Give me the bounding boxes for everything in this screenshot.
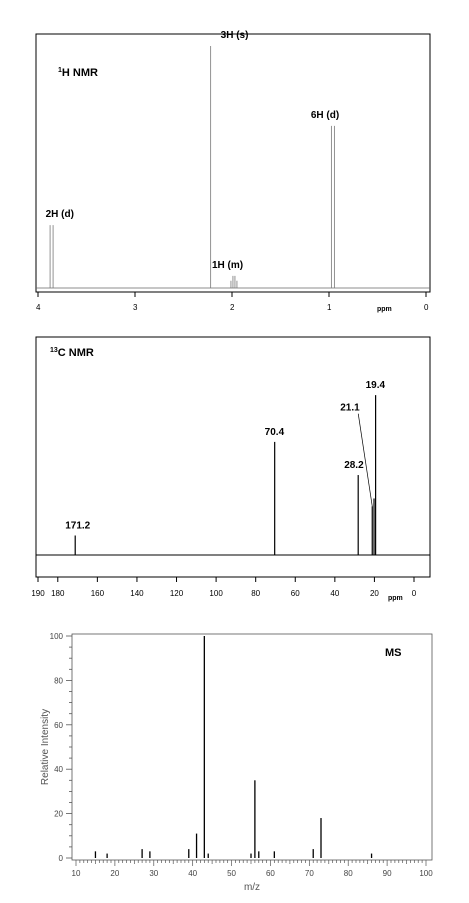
ms-peaks bbox=[94, 636, 373, 858]
c-nmr-tick-label: 60 bbox=[291, 589, 300, 598]
c-nmr-peak-label: 70.4 bbox=[265, 427, 285, 438]
ms-y-tick-label: 80 bbox=[54, 676, 63, 685]
h-nmr-axis: 4 3 2 1 0 bbox=[36, 292, 429, 312]
c-nmr-peak-label: 19.4 bbox=[366, 380, 386, 391]
h-nmr-tick-label: 1 bbox=[327, 303, 332, 312]
h-nmr-title: 1H NMR bbox=[58, 67, 98, 79]
c-nmr-frame bbox=[35, 336, 431, 578]
ms-x-tick-label: 50 bbox=[227, 869, 236, 878]
h-nmr-peak-label: 6H (d) bbox=[311, 110, 339, 121]
h-nmr-peaks: 2H (d) 3H (s) 1H (m) 6H (d) bbox=[36, 30, 430, 289]
c-nmr-ppm-label: ppm bbox=[388, 595, 403, 602]
c-nmr-tick-label: 180 bbox=[51, 589, 65, 598]
c-nmr-tick-label: 160 bbox=[91, 589, 105, 598]
c-nmr-tick-label: 80 bbox=[251, 589, 260, 598]
h-nmr-tick-label: 3 bbox=[133, 303, 138, 312]
h-nmr-ppm-label: ppm bbox=[377, 306, 392, 313]
c-nmr-tick-label: 100 bbox=[209, 589, 223, 598]
c-nmr-leader-line bbox=[357, 413, 373, 507]
c-nmr-tick-label: 140 bbox=[130, 589, 144, 598]
c-nmr-tick-label: 190 bbox=[31, 589, 45, 598]
c-nmr-peaks: 171.2 70.4 28.2 21.1 19.4 bbox=[65, 380, 386, 555]
ms-x-tick-label: 40 bbox=[188, 869, 197, 878]
ms-y-tick-label: 20 bbox=[54, 810, 63, 819]
h-nmr-title-sup: 1 bbox=[58, 67, 62, 74]
ms-panel: MS 0 20 40 60 80 100 10 20 30 40 50 60 70 80 90 100 Re… bbox=[40, 632, 433, 893]
ms-y-axis-label: Relative Intensity bbox=[40, 709, 51, 785]
h-nmr-tick-label: 2 bbox=[230, 303, 235, 312]
c-nmr-tick-label: 0 bbox=[412, 589, 417, 598]
h-nmr-tick-label: 4 bbox=[36, 303, 41, 312]
ms-x-axis-label: m/z bbox=[244, 882, 260, 893]
c-nmr-peak-label: 171.2 bbox=[65, 521, 90, 532]
h-nmr-peak-label: 2H (d) bbox=[46, 209, 74, 220]
c-nmr-title-sup: 13 bbox=[50, 347, 58, 354]
c-nmr-tick-label: 40 bbox=[330, 589, 339, 598]
c-nmr-title-main: C NMR bbox=[58, 347, 94, 359]
ms-x-axis: 10 20 30 40 50 60 70 80 90 100 bbox=[72, 860, 433, 878]
ms-x-tick-label: 90 bbox=[383, 869, 392, 878]
h-nmr-peak-label: 3H (s) bbox=[221, 30, 249, 41]
ms-x-tick-label: 20 bbox=[110, 869, 119, 878]
h-nmr-peak-label: 1H (m) bbox=[212, 260, 243, 271]
ms-x-tick-label: 80 bbox=[344, 869, 353, 878]
c-nmr-tick-label: 20 bbox=[370, 589, 379, 598]
c-nmr-axis: 190 180 160 140 120 100 80 60 40 20 0 bbox=[31, 577, 417, 598]
ms-y-axis: 0 20 40 60 80 100 bbox=[50, 632, 72, 863]
ms-x-tick-label: 30 bbox=[149, 869, 158, 878]
ms-y-tick-label: 0 bbox=[59, 854, 64, 863]
ms-x-tick-label: 100 bbox=[419, 869, 433, 878]
c-nmr-title: 13C NMR bbox=[50, 347, 94, 359]
h-nmr-tick-label: 0 bbox=[424, 303, 429, 312]
ms-x-tick-label: 60 bbox=[266, 869, 275, 878]
c-nmr-tick-label: 120 bbox=[170, 589, 184, 598]
ms-x-tick-label: 70 bbox=[305, 869, 314, 878]
ms-frame bbox=[71, 633, 433, 861]
ms-y-tick-label: 40 bbox=[54, 765, 63, 774]
c-nmr-peak-label: 21.1 bbox=[340, 403, 360, 414]
ms-y-tick-label: 100 bbox=[50, 632, 64, 641]
ms-y-tick-label: 60 bbox=[54, 721, 63, 730]
ms-title: MS bbox=[385, 647, 402, 659]
c-nmr-panel: 13C NMR 171.270.428.221.119.4 190 180 160 1… bbox=[31, 336, 431, 602]
h-nmr-title-main: H NMR bbox=[62, 67, 98, 79]
ms-x-tick-label: 10 bbox=[72, 869, 81, 878]
c-nmr-peak-label: 28.2 bbox=[344, 460, 364, 471]
